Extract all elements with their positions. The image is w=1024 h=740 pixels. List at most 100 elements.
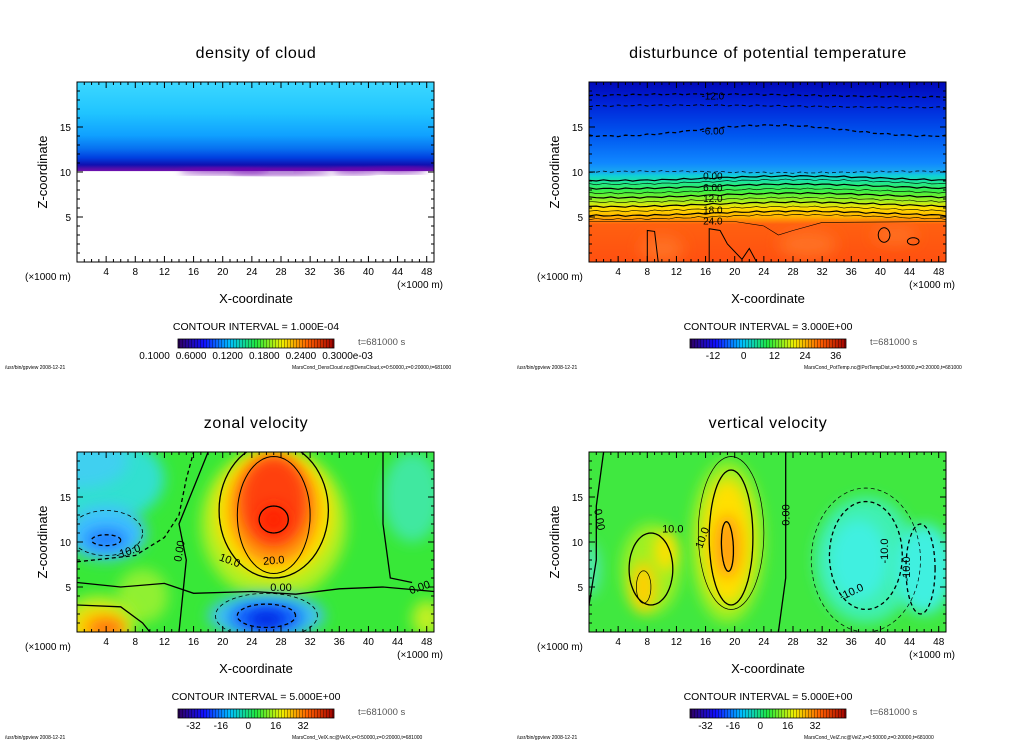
contour-label: 0.00 — [172, 540, 188, 563]
x-tick-label: 32 — [817, 267, 829, 278]
contour-label: 24.0 — [703, 217, 723, 228]
contour-line — [905, 523, 936, 615]
contour-line — [646, 229, 659, 262]
x-tick-label: 24 — [246, 267, 258, 278]
colorbar-tick-label: 0.1000 — [139, 351, 170, 362]
contour-label: -10.0 — [901, 556, 913, 581]
x-unit-right: (×1000 m) — [397, 650, 443, 661]
y-tick-label: 15 — [60, 493, 72, 504]
contour-line — [589, 209, 946, 217]
x-tick-label: 16 — [188, 267, 200, 278]
x-tick-label: 4 — [103, 637, 109, 648]
colorbar-tick-label: 0.6000 — [176, 351, 207, 362]
x-tick-label: 16 — [700, 637, 712, 648]
colorbar-tick-label: 24 — [800, 351, 812, 362]
colorbar-tick-label: 16 — [782, 721, 794, 732]
field-region — [654, 531, 677, 571]
x-tick-label: 24 — [246, 637, 258, 648]
x-tick-label: 8 — [133, 637, 139, 648]
field-region — [230, 169, 332, 175]
chart-title: density of cloud — [196, 45, 317, 62]
time-label: t=681000 s — [870, 707, 918, 718]
colorbar-tick-label: 32 — [810, 721, 822, 732]
contour-line — [77, 581, 434, 595]
x-tick-label: 36 — [334, 637, 346, 648]
colorbar-tick-label: 0.1800 — [249, 351, 280, 362]
x-tick-label: 12 — [159, 267, 171, 278]
y-tick-label: 5 — [577, 213, 583, 224]
chart-title: vertical velocity — [709, 415, 828, 432]
x-unit-left: (×1000 m) — [25, 272, 71, 283]
field-region — [332, 168, 376, 174]
contour-label: 0.00 — [270, 582, 291, 594]
footer-right: MarsCond_DensCloud.nc@DensCloud,x=0:5000… — [292, 365, 451, 371]
contour-line — [77, 510, 143, 556]
contour-line — [589, 170, 946, 174]
field-region — [87, 619, 125, 632]
colorbar-stripes — [178, 709, 334, 718]
x-tick-label: 32 — [817, 637, 829, 648]
colorbar-tick-label: -32 — [698, 721, 713, 732]
field-region — [829, 519, 888, 601]
x-tick-label: 12 — [671, 637, 683, 648]
x-tick-label: 40 — [363, 637, 375, 648]
contour-label: 12.0 — [703, 194, 723, 205]
contour-line — [589, 178, 946, 186]
footer-left: /usr/bin/gpview 2008-12-21 — [517, 735, 578, 740]
contour-line — [236, 603, 297, 629]
field-region — [714, 515, 741, 578]
x-tick-label: 48 — [933, 637, 945, 648]
contour-line — [77, 452, 195, 563]
x-tick-label: 40 — [875, 267, 887, 278]
x-tick-label: 36 — [846, 637, 858, 648]
contour-field: -10.0 0.00 10.0 20.00.00 0.00 — [77, 452, 434, 632]
colorbar-frame — [177, 708, 335, 719]
x-tick-label: 36 — [334, 267, 346, 278]
contour-line — [708, 469, 754, 606]
footer-right: MarsCond_VelZ.nc@VelZ,x=0:50000,z=0:2000… — [804, 735, 934, 740]
contour-line — [877, 227, 891, 243]
x-tick-label: 28 — [787, 637, 799, 648]
time-label: t=681000 s — [870, 337, 918, 348]
contour-line — [777, 452, 787, 632]
colorbar-tick-label: 36 — [830, 351, 842, 362]
contour-interval: CONTOUR INTERVAL = 5.000E+00 — [684, 691, 853, 703]
contour-line — [382, 452, 413, 584]
field-region — [259, 505, 289, 534]
x-tick-label: 24 — [758, 267, 770, 278]
chart-title: disturbunce of potential temperature — [629, 45, 907, 62]
y-tick-label: 10 — [60, 538, 72, 549]
x-tick-label: 8 — [133, 267, 139, 278]
x-tick-label: 40 — [363, 267, 375, 278]
x-tick-label: 40 — [875, 637, 887, 648]
y-tick-label: 10 — [572, 538, 584, 549]
y-tick-label: 15 — [572, 123, 584, 134]
time-label: t=681000 s — [358, 337, 406, 348]
footer-right: MarsCond_PotTemp.nc@PotTempDist,x=0:5000… — [804, 365, 962, 371]
x-tick-label: 20 — [217, 267, 229, 278]
time-label: t=681000 s — [358, 707, 406, 718]
contour-label: 0.00 — [703, 172, 723, 183]
contour-line — [589, 452, 605, 606]
y-axis-label: Z-coordinate — [35, 136, 50, 209]
contour-interval: CONTOUR INTERVAL = 1.000E-04 — [173, 321, 339, 333]
colorbar-tick-label: 0 — [741, 351, 747, 362]
contour-label: 18.0 — [703, 205, 723, 216]
contour-line — [214, 592, 318, 632]
y-tick-label: 15 — [60, 123, 72, 134]
x-tick-label: 44 — [392, 637, 404, 648]
x-unit-left: (×1000 m) — [537, 642, 583, 653]
x-tick-label: 48 — [933, 267, 945, 278]
contour-line — [906, 237, 920, 246]
colorbar-tick-label: 0.3000e-03 — [322, 351, 373, 362]
y-tick-label: 5 — [65, 583, 71, 594]
y-axis-label: Z-coordinate — [547, 136, 562, 209]
contour-label: 0.00 — [591, 508, 607, 531]
colorbar-tick-label: 0.1200 — [212, 351, 243, 362]
chart-title: zonal velocity — [204, 415, 308, 432]
x-tick-label: 16 — [188, 637, 200, 648]
y-tick-label: 10 — [572, 168, 584, 179]
colorbar-tick-label: -16 — [214, 721, 229, 732]
contour-line — [178, 452, 209, 632]
